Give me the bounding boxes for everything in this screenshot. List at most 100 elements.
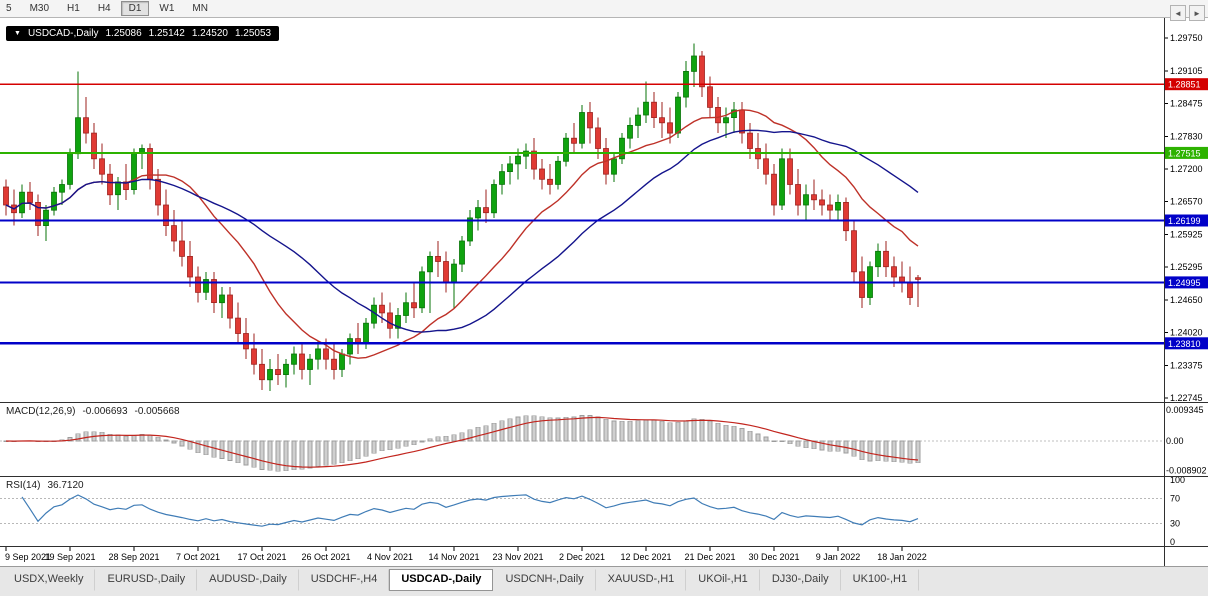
candle	[579, 104, 585, 149]
timeframe-button-h1[interactable]: H1	[59, 1, 88, 16]
symbol-dropdown-icon[interactable]: ▼	[14, 29, 21, 37]
timeframe-button-h4[interactable]: H4	[90, 1, 119, 16]
candle	[475, 199, 481, 231]
candle	[315, 341, 321, 370]
candle	[179, 220, 185, 267]
candle	[827, 194, 833, 221]
candle	[691, 43, 697, 87]
candle	[211, 271, 217, 313]
ohlc-close: 1.25053	[234, 28, 272, 39]
time-axis-label: 4 Nov 2021	[367, 552, 413, 562]
candle	[651, 92, 657, 128]
ma-line-fast-red	[5, 109, 919, 359]
timeframe-button-mn[interactable]: MN	[184, 1, 216, 16]
macd-signal-line	[5, 416, 919, 468]
candle	[635, 107, 641, 139]
rsi-title: RSI(14)	[6, 480, 41, 491]
candle	[99, 143, 105, 185]
chart-tab-usdcad-daily[interactable]: USDCAD-,Daily	[389, 569, 494, 591]
rsi-axis-label: 100	[1170, 475, 1185, 485]
price-axis-label: 1.25925	[1170, 230, 1203, 240]
time-axis-label: 19 Sep 2021	[44, 552, 95, 562]
hline-price-label: 1.24995	[1168, 278, 1201, 288]
rsi-line	[21, 494, 919, 527]
timeframe-button-d1[interactable]: D1	[120, 1, 150, 16]
candle	[275, 354, 281, 385]
price-axis-label: 1.27830	[1170, 132, 1203, 142]
candle	[163, 189, 169, 236]
macd-value-main: -0.006693	[82, 406, 128, 417]
candle	[299, 343, 305, 380]
candle	[43, 205, 49, 241]
timeframe-toolbar: 5 M30 H1 H4 D1 W1 MN	[0, 0, 1208, 18]
rsi-value: 36.7120	[47, 480, 84, 491]
candle	[771, 163, 777, 216]
price-axis-label: 1.25295	[1170, 262, 1203, 272]
time-axis-label: 9 Jan 2022	[816, 552, 861, 562]
chart-tab-usdx-weekly[interactable]: USDX,Weekly	[2, 569, 96, 591]
hline-price-label-box	[1165, 276, 1208, 289]
price-axis-label: 1.23375	[1170, 361, 1203, 371]
macd-label: MACD(12,26,9) -0.006693 -0.005668	[6, 406, 180, 417]
time-axis-label: 12 Dec 2021	[620, 552, 671, 562]
candle	[763, 143, 769, 185]
candle	[283, 359, 289, 388]
chart-region: 1.29750 1.29105 1.28475 1.27830 1.27200 1.265…	[0, 18, 1208, 566]
candle	[235, 302, 241, 344]
candle	[347, 333, 353, 365]
tabs-scroll-left-icon[interactable]: ◄	[1170, 5, 1186, 21]
time-axis-label: 2 Dec 2021	[559, 552, 605, 562]
chart-tab-ukoil-h1[interactable]: UKOil-,H1	[686, 569, 760, 591]
time-axis-label: 18 Jan 2022	[877, 552, 927, 562]
tabs-scroll-right-icon[interactable]: ►	[1189, 5, 1205, 21]
candle	[131, 148, 137, 195]
chart-tab-usdcnh-daily[interactable]: USDCNH-,Daily	[493, 569, 596, 591]
chart-tab-audusd-daily[interactable]: AUDUSD-,Daily	[197, 569, 299, 591]
time-axis-label: 9 Sep 2021	[5, 552, 51, 562]
candle	[835, 194, 841, 221]
macd-axis-label: 0.00	[1166, 436, 1184, 446]
candle	[83, 97, 89, 144]
chart-tab-xauusd-h1[interactable]: XAUUSD-,H1	[596, 569, 687, 591]
timeframe-button-5[interactable]: 5	[0, 1, 20, 16]
rsi-axis-label: 30	[1170, 518, 1180, 528]
chart-tab-dj30-daily[interactable]: DJ30-,Daily	[760, 569, 841, 591]
candle	[419, 266, 425, 313]
chart-tab-usdchf-h4[interactable]: USDCHF-,H4	[299, 569, 390, 591]
candle	[123, 163, 129, 200]
candle	[819, 189, 825, 216]
candle	[411, 282, 417, 319]
candle	[811, 179, 817, 211]
candle	[499, 163, 505, 195]
hline-price-label-box	[1165, 78, 1208, 91]
hline-price-label: 1.28851	[1168, 80, 1201, 90]
timeframe-button-m30[interactable]: M30	[22, 1, 57, 16]
candle	[203, 271, 209, 301]
candle	[51, 187, 57, 216]
candle	[291, 346, 297, 375]
candle	[459, 235, 465, 272]
ohlc-open: 1.25086	[105, 28, 142, 39]
time-axis-label: 26 Oct 2021	[301, 552, 350, 562]
candle	[91, 122, 97, 169]
time-axis-label: 21 Dec 2021	[684, 552, 735, 562]
macd-value-signal: -0.005668	[134, 406, 180, 417]
candle	[507, 156, 513, 185]
candle	[195, 266, 201, 303]
timeframe-button-w1[interactable]: W1	[151, 1, 182, 16]
chart-canvas[interactable]: 1.29750 1.29105 1.28475 1.27830 1.27200 1.265…	[0, 18, 1208, 566]
price-axis-label: 1.24020	[1170, 328, 1203, 338]
time-axis-label: 30 Dec 2021	[748, 552, 799, 562]
chart-tab-eurusd-daily[interactable]: EURUSD-,Daily	[95, 569, 198, 591]
candle	[67, 148, 73, 190]
candle	[627, 117, 633, 149]
time-axis-label: 7 Oct 2021	[176, 552, 220, 562]
chart-tab-uk100-h1[interactable]: UK100-,H1	[841, 569, 920, 591]
symbol-title: USDCAD-,Daily	[27, 28, 99, 39]
hline-price-label-box	[1165, 337, 1208, 350]
hline-price-label: 1.27515	[1168, 148, 1201, 158]
candle	[171, 210, 177, 252]
candle	[539, 158, 545, 190]
candle	[331, 343, 337, 380]
